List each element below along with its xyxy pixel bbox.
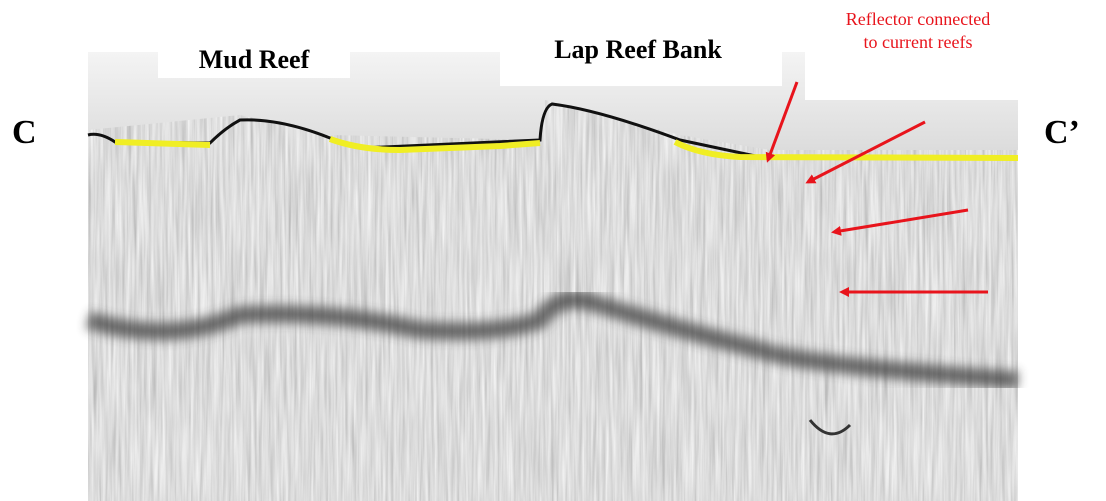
end-label: C	[12, 114, 37, 151]
annotation: Reflector connected	[846, 9, 990, 29]
end-label: C’	[1044, 114, 1080, 151]
feature-label: Lap Reef Bank	[554, 35, 722, 64]
annotation: to current reefs	[864, 32, 973, 52]
yellow-horizon-1	[115, 142, 210, 145]
feature-label: Mud Reef	[199, 45, 310, 74]
seismic-profile	[88, 52, 1018, 501]
figure: C C’ Mud Reef Lap Reef Bank Reflector co…	[0, 0, 1106, 501]
